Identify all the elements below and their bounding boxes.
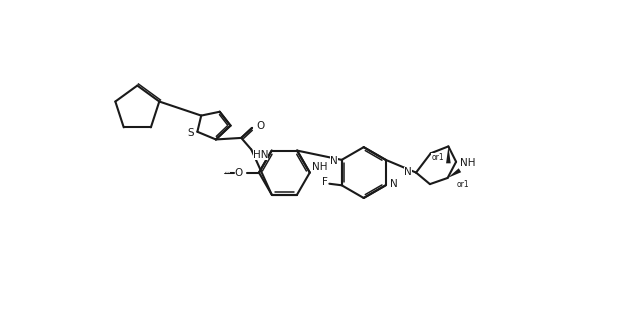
Text: or1: or1 <box>431 153 444 162</box>
Text: NH: NH <box>460 157 475 168</box>
Text: NH: NH <box>311 162 327 172</box>
Text: HN: HN <box>253 150 268 160</box>
Polygon shape <box>446 146 451 163</box>
Text: N: N <box>404 167 412 177</box>
Text: S: S <box>188 128 194 137</box>
Text: N: N <box>330 156 338 166</box>
Text: O: O <box>256 121 265 132</box>
Text: Methoxy: Methoxy <box>225 172 230 173</box>
Text: O: O <box>235 168 243 177</box>
Text: or1: or1 <box>457 180 469 189</box>
Text: F: F <box>322 177 328 187</box>
Polygon shape <box>447 168 461 178</box>
Text: N: N <box>389 179 397 189</box>
